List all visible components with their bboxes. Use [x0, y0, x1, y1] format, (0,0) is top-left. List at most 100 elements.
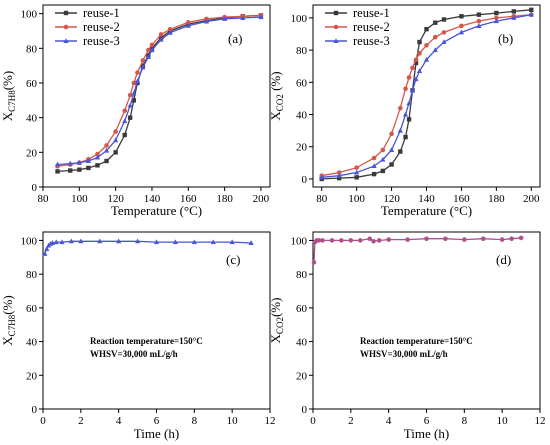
data-point [406, 75, 412, 80]
data-point [509, 236, 514, 242]
data-point [371, 155, 377, 161]
y-tick-label: 0 [32, 404, 38, 416]
data-point [348, 238, 354, 243]
chart-panel-c: 0 2 4 6 8 10 12 0 20 40 60 80 100 Time (h) XC7H8(%) (c)… [0, 231, 276, 441]
x-tick-label: 180 [488, 193, 505, 205]
data-point [410, 65, 415, 71]
data-point [354, 175, 359, 180]
data-point [528, 11, 534, 17]
data-point [367, 236, 373, 242]
data-point [131, 98, 136, 103]
data-point [511, 15, 517, 20]
data-point [95, 151, 100, 157]
y-axis-label-text: XC7H8(%) [0, 71, 17, 121]
data-point [413, 60, 419, 66]
x-tick-label: 120 [383, 193, 400, 205]
data-point [127, 92, 133, 98]
series-1 [319, 7, 534, 182]
data-point [104, 143, 109, 148]
data-point [424, 42, 429, 48]
legend-item-2: reuse-2 [55, 20, 120, 34]
data-point [185, 20, 191, 25]
x-tick-label: 8 [462, 415, 468, 427]
data-point [86, 165, 91, 171]
x-tick-label: 0 [40, 415, 46, 427]
legend-label: reuse-3 [83, 34, 120, 48]
data-point [441, 17, 447, 22]
data-point [398, 105, 403, 111]
data-point [113, 150, 118, 155]
x-axis-label: Temperature (°C) [111, 203, 202, 218]
data-point [135, 70, 140, 75]
data-point [376, 238, 382, 243]
data-point [459, 23, 464, 29]
data-point [357, 238, 363, 243]
data-point [403, 86, 408, 92]
data-point [222, 16, 228, 21]
y-tick-label: 80 [296, 45, 308, 57]
data-point [149, 47, 155, 53]
y-tick-label: 20 [296, 370, 308, 382]
data-point [149, 42, 155, 48]
data-point [122, 118, 128, 124]
data-point [240, 15, 246, 20]
data-point [423, 56, 430, 62]
data-point [494, 10, 499, 16]
chart-panel-d: 0 2 4 6 8 10 12 0 20 40 60 80 100 Time (h) XCO2(%) (d) R… [268, 231, 546, 441]
data-point [97, 238, 103, 244]
x-tick-label: 6 [154, 415, 160, 427]
data-point [153, 239, 160, 245]
data-point [145, 54, 151, 59]
data-point [140, 58, 146, 63]
data-point [122, 108, 128, 114]
data-point [320, 238, 325, 243]
plot-frame [42, 4, 271, 188]
y-tick-label: 100 [21, 9, 38, 21]
data-point [405, 237, 410, 242]
data-point [329, 238, 335, 243]
y-tick-label: 80 [296, 269, 308, 281]
y-axis-label-text: XCO2 (%) [268, 71, 285, 120]
y-tick-label: 60 [296, 303, 308, 315]
legend-label: reuse-2 [83, 20, 120, 34]
panel-label: (d) [496, 252, 511, 267]
data-point [476, 18, 482, 24]
y-tick-label: 20 [26, 147, 38, 159]
data-point [127, 115, 133, 120]
data-point [529, 7, 534, 13]
data-point [406, 100, 412, 106]
data-point [402, 111, 409, 117]
data-point [59, 239, 65, 245]
data-point [354, 165, 359, 170]
data-point [78, 238, 84, 244]
data-point [417, 51, 422, 56]
data-point [158, 36, 164, 42]
data-point [380, 168, 386, 174]
y-axis-label: XCO2(%) [268, 298, 285, 344]
annotation-line: Reaction temperature=150°C [360, 336, 473, 346]
annotation-line: WHSV=30,000 mL/g/h [360, 349, 448, 359]
x-tick-label: 100 [71, 193, 88, 205]
y-tick-label: 20 [26, 370, 38, 382]
legend-swatch-marker [333, 10, 339, 16]
y-axis-label: XCO2 (%) [268, 71, 285, 120]
data-point [311, 260, 317, 265]
data-point [459, 14, 464, 19]
x-axis-label: Temperature (°C) [381, 203, 472, 218]
legend-label: reuse-1 [83, 6, 120, 20]
data-point [134, 238, 141, 244]
data-point [127, 102, 133, 108]
data-point [167, 29, 173, 35]
data-point [122, 132, 127, 138]
data-point [85, 158, 91, 163]
data-point [316, 238, 321, 243]
legend-label: reuse-1 [353, 6, 390, 20]
data-point [354, 169, 360, 175]
data-point [158, 32, 164, 37]
data-point [55, 169, 60, 174]
annotation-line: WHSV=30,000 mL/g/h [90, 349, 178, 359]
series-1 [311, 235, 524, 265]
y-tick-label: 40 [296, 110, 308, 122]
data-point [336, 172, 342, 178]
